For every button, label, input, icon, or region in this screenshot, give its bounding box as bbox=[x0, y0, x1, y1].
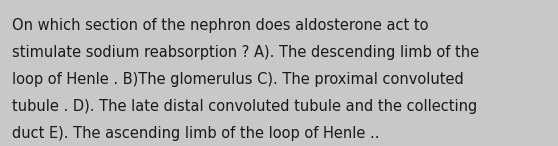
Text: loop of Henle . B)The glomerulus C). The proximal convoluted: loop of Henle . B)The glomerulus C). The… bbox=[12, 72, 464, 87]
Text: tubule . D). The late distal convoluted tubule and the collecting: tubule . D). The late distal convoluted … bbox=[12, 99, 478, 114]
Text: On which section of the nephron does aldosterone act to: On which section of the nephron does ald… bbox=[12, 18, 429, 33]
Text: duct E). The ascending limb of the loop of Henle ..: duct E). The ascending limb of the loop … bbox=[12, 126, 380, 141]
Text: stimulate sodium reabsorption ? A). The descending limb of the: stimulate sodium reabsorption ? A). The … bbox=[12, 45, 479, 60]
